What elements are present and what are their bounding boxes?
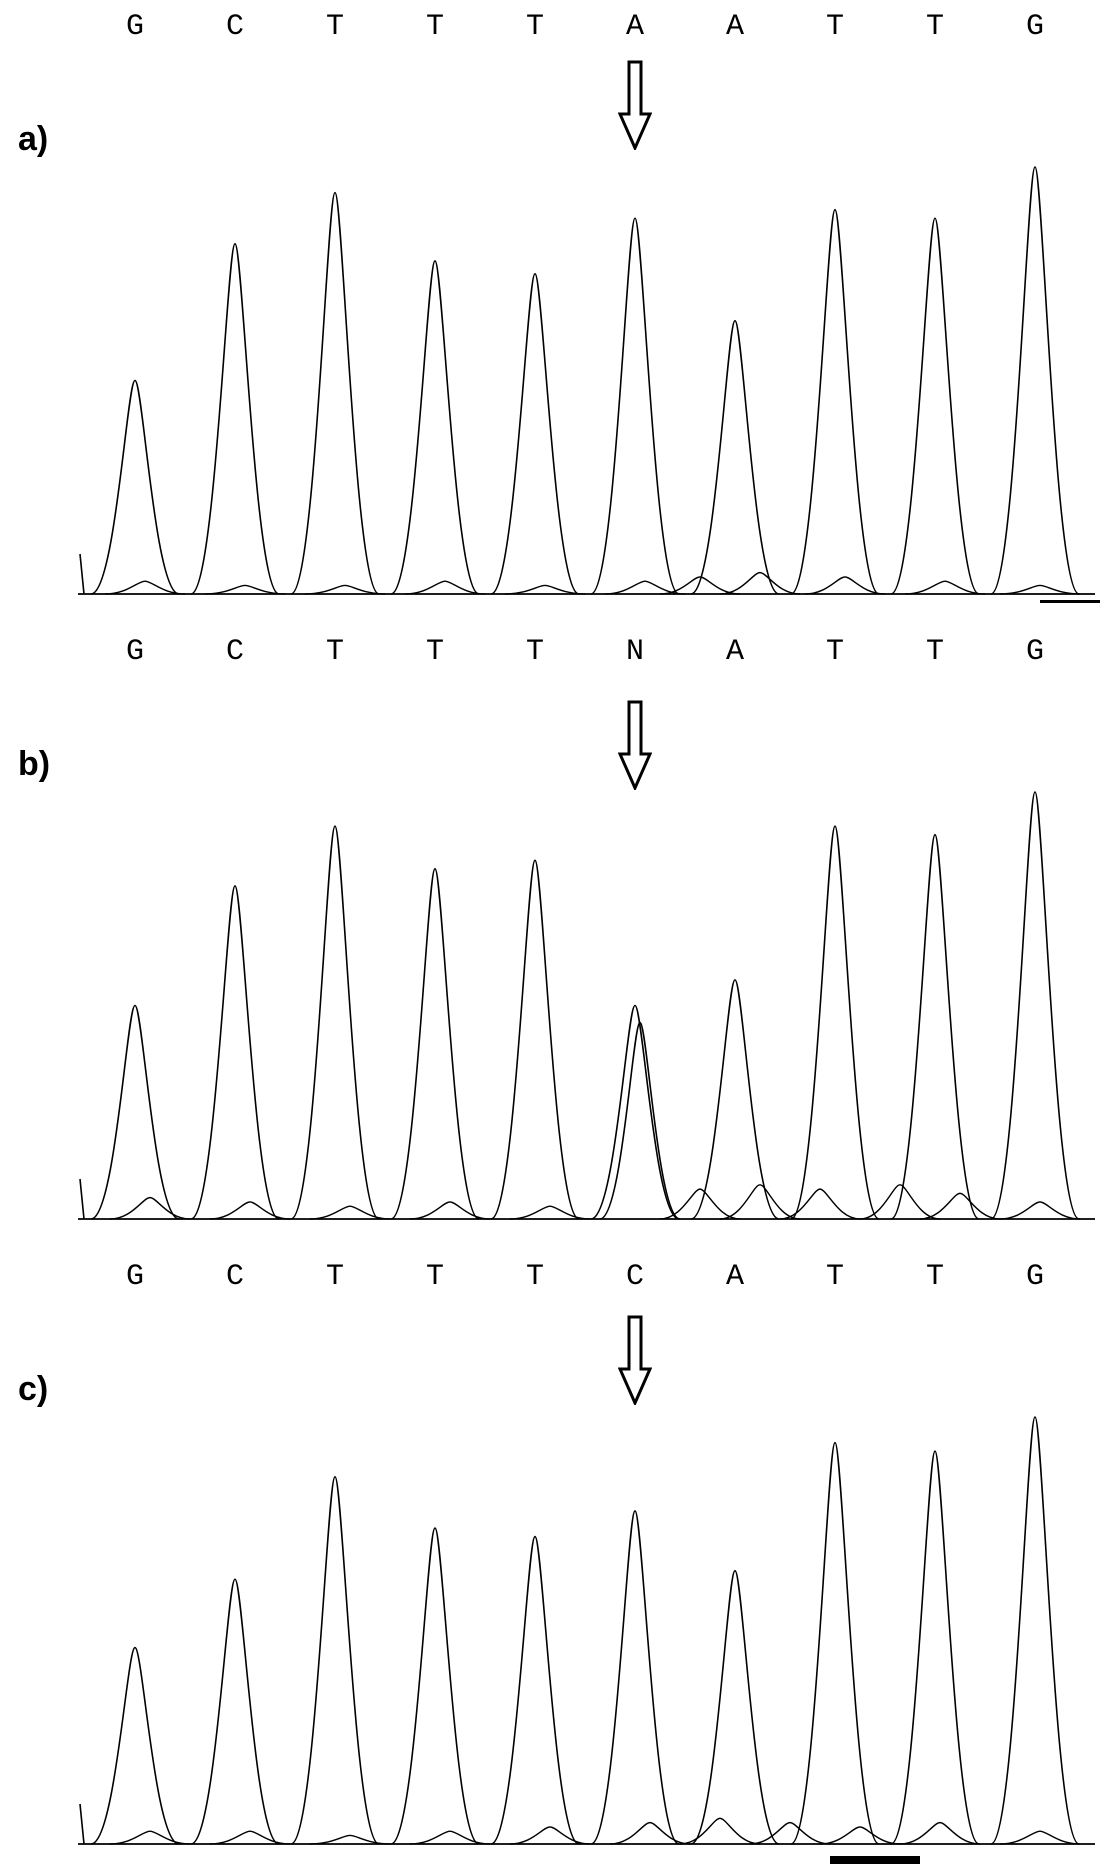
chromatogram-c	[0, 1405, 1115, 1850]
seq-row-a: G C T T T A A T T G	[0, 10, 1115, 50]
seq-b-2: T	[326, 635, 344, 669]
seq-a-4: T	[526, 10, 544, 44]
seq-b-3: T	[426, 635, 444, 669]
seq-a-6: A	[726, 10, 744, 44]
seq-a-2: T	[326, 10, 344, 44]
seq-b-7: T	[826, 635, 844, 669]
seq-a-3: T	[426, 10, 444, 44]
seq-a-0: G	[126, 10, 144, 44]
panel-label-c: c)	[18, 1370, 48, 1409]
seq-b-6: A	[726, 635, 744, 669]
seq-a-9: G	[1026, 10, 1044, 44]
seq-c-2: T	[326, 1260, 344, 1294]
chromatogram-figure: G C T T T A A T T G a) G C T T T N A T T…	[0, 0, 1115, 1875]
chromatogram-a	[0, 155, 1115, 600]
underscore-a	[1040, 600, 1100, 603]
seq-b-9: G	[1026, 635, 1044, 669]
panel-label-b: b)	[18, 745, 50, 784]
seq-a-5: A	[626, 10, 644, 44]
seq-a-1: C	[226, 10, 244, 44]
seq-c-6: A	[726, 1260, 744, 1294]
seq-a-7: T	[826, 10, 844, 44]
seq-c-7: T	[826, 1260, 844, 1294]
seq-b-8: T	[926, 635, 944, 669]
seq-c-9: G	[1026, 1260, 1044, 1294]
seq-b-5: N	[626, 635, 644, 669]
seq-c-0: G	[126, 1260, 144, 1294]
seq-b-0: G	[126, 635, 144, 669]
arrow-a	[618, 60, 652, 150]
chromatogram-b	[0, 780, 1115, 1225]
panel-label-a: a)	[18, 120, 48, 159]
seq-c-3: T	[426, 1260, 444, 1294]
seq-c-4: T	[526, 1260, 544, 1294]
seq-b-1: C	[226, 635, 244, 669]
arrow-b	[618, 700, 652, 790]
seq-c-1: C	[226, 1260, 244, 1294]
seq-c-8: T	[926, 1260, 944, 1294]
seq-a-8: T	[926, 10, 944, 44]
seq-row-c: G C T T T C A T T G	[0, 1260, 1115, 1300]
seq-row-b: G C T T T N A T T G	[0, 635, 1115, 675]
seq-c-5: C	[626, 1260, 644, 1294]
underscore-c	[830, 1856, 920, 1864]
seq-b-4: T	[526, 635, 544, 669]
arrow-c	[618, 1315, 652, 1405]
